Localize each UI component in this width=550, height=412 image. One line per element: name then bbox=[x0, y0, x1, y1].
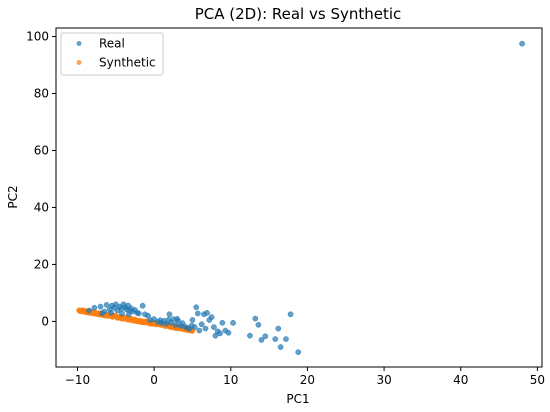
real-point bbox=[139, 302, 146, 309]
legend-label-real: Real bbox=[99, 37, 125, 51]
real-point bbox=[103, 302, 110, 308]
real-point bbox=[262, 333, 269, 340]
y-axis-label: PC2 bbox=[6, 185, 20, 208]
real-point bbox=[208, 314, 215, 320]
x-tick-label: 10 bbox=[223, 373, 238, 387]
real-point bbox=[225, 329, 232, 336]
legend-marker-real bbox=[76, 41, 82, 46]
real-point bbox=[230, 319, 236, 326]
real-point bbox=[277, 344, 284, 350]
real-point bbox=[174, 316, 180, 322]
points-layer bbox=[76, 40, 525, 356]
real-point bbox=[287, 311, 294, 318]
y-tick-label: 0 bbox=[41, 314, 49, 328]
real-point bbox=[295, 349, 302, 356]
real-point bbox=[519, 40, 525, 47]
x-tick-label: −10 bbox=[65, 373, 90, 387]
real-point bbox=[99, 310, 105, 317]
real-point bbox=[196, 327, 203, 334]
real-point bbox=[125, 311, 132, 318]
legend-marker-synthetic bbox=[76, 60, 82, 65]
legend: Real Synthetic bbox=[60, 32, 164, 76]
real-point bbox=[272, 336, 279, 342]
x-tick-label: 0 bbox=[150, 373, 158, 387]
x-tick-label: 50 bbox=[530, 373, 545, 387]
real-point bbox=[247, 332, 253, 339]
x-tick-label: 40 bbox=[453, 373, 468, 387]
y-tick-label: 80 bbox=[34, 87, 49, 101]
real-point bbox=[91, 304, 98, 311]
y-tick-label: 40 bbox=[34, 200, 49, 214]
real-point bbox=[191, 324, 198, 330]
real-point bbox=[193, 304, 200, 311]
real-point bbox=[189, 317, 196, 323]
real-point bbox=[275, 325, 282, 332]
x-tick-label: 20 bbox=[300, 373, 315, 387]
plot-frame bbox=[55, 27, 543, 368]
chart-title: PCA (2D): Real vs Synthetic bbox=[195, 5, 402, 23]
legend-label-synthetic: Synthetic bbox=[99, 56, 156, 70]
real-point bbox=[217, 330, 223, 337]
real-point bbox=[135, 310, 142, 317]
real-point bbox=[151, 316, 157, 322]
legend-box bbox=[60, 32, 164, 76]
real-point bbox=[211, 324, 217, 330]
real-point bbox=[204, 310, 210, 316]
real-point bbox=[97, 303, 104, 310]
y-tick-label: 60 bbox=[34, 143, 49, 157]
y-tick-label: 20 bbox=[34, 257, 49, 271]
y-tick-label: 100 bbox=[26, 30, 49, 44]
x-axis-label: PC1 bbox=[286, 392, 309, 406]
real-point bbox=[252, 315, 259, 322]
real-point bbox=[166, 311, 173, 318]
real-point bbox=[202, 325, 209, 332]
real-point bbox=[119, 310, 125, 317]
real-point bbox=[108, 310, 115, 316]
real-point bbox=[219, 319, 226, 326]
real-point bbox=[194, 310, 201, 317]
y-axis-ticks: 0 20 40 60 80 100 bbox=[26, 30, 56, 328]
real-point bbox=[258, 337, 265, 343]
x-tick-label: 30 bbox=[376, 373, 391, 387]
real-point bbox=[283, 336, 289, 342]
real-point bbox=[255, 321, 262, 328]
x-axis-ticks: −10 0 10 20 30 40 50 bbox=[65, 367, 545, 387]
real-point bbox=[198, 321, 205, 328]
real-point bbox=[86, 307, 92, 314]
